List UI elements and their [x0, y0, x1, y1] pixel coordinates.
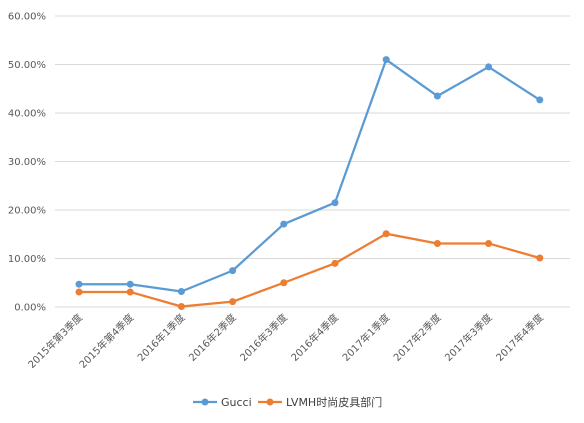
data-point — [280, 220, 288, 228]
series-1 — [75, 56, 544, 295]
series-line — [79, 58, 541, 293]
data-point — [536, 96, 544, 104]
x-tick-label: 2015年第3季度 — [25, 311, 85, 371]
data-point — [177, 303, 185, 311]
data-point — [382, 230, 390, 238]
x-tick-label: 2015年第4季度 — [76, 311, 136, 371]
data-point — [75, 288, 83, 296]
x-tick-label: 2016年3季度 — [237, 311, 290, 364]
x-tick-label: 2017年2季度 — [391, 311, 444, 364]
legend-label: Gucci — [221, 396, 252, 409]
data-point — [177, 287, 185, 295]
x-tick-label: 2017年4季度 — [493, 311, 546, 364]
data-point — [433, 92, 441, 100]
series-line — [79, 232, 541, 308]
data-point — [331, 199, 339, 207]
x-tick-label: 2016年1季度 — [135, 311, 188, 364]
legend-item: LVMH时尚皮具部门 — [258, 395, 382, 409]
gridlines — [55, 15, 570, 308]
x-tick-label: 2017年3季度 — [442, 311, 495, 364]
legend-label: LVMH时尚皮具部门 — [286, 395, 382, 409]
x-tick-label: 2017年1季度 — [339, 311, 392, 364]
legend: Gucci LVMH时尚皮具部门 — [193, 395, 382, 409]
data-point — [485, 239, 493, 247]
y-tick-label: 10.00% — [8, 254, 46, 265]
data-point — [126, 288, 134, 296]
y-tick-label: 40.00% — [8, 109, 46, 120]
series-lines — [75, 56, 544, 311]
x-tick-label: 2016年4季度 — [288, 311, 341, 364]
data-point — [485, 63, 493, 71]
data-point — [280, 279, 288, 287]
data-point — [126, 280, 134, 288]
data-point — [331, 259, 339, 267]
legend-marker — [266, 398, 274, 406]
y-tick-label: 30.00% — [8, 157, 46, 168]
y-tick-label: 20.00% — [8, 206, 46, 217]
data-point — [229, 298, 237, 306]
legend-item: Gucci — [193, 396, 252, 409]
y-tick-label: 60.00% — [8, 12, 46, 23]
y-axis-tick-labels: 0.00% 10.00% 20.00% 30.00% 40.00% 50.00% 60.00… — [8, 12, 46, 314]
data-point — [433, 239, 441, 247]
y-tick-label: 0.00% — [14, 303, 46, 314]
legend-marker — [201, 398, 209, 406]
data-point — [75, 280, 83, 288]
data-point — [229, 267, 237, 275]
data-point — [536, 254, 544, 262]
series-2 — [75, 230, 544, 311]
x-tick-label: 2016年2季度 — [186, 311, 239, 364]
y-tick-label: 50.00% — [8, 60, 46, 71]
data-point — [382, 56, 390, 64]
